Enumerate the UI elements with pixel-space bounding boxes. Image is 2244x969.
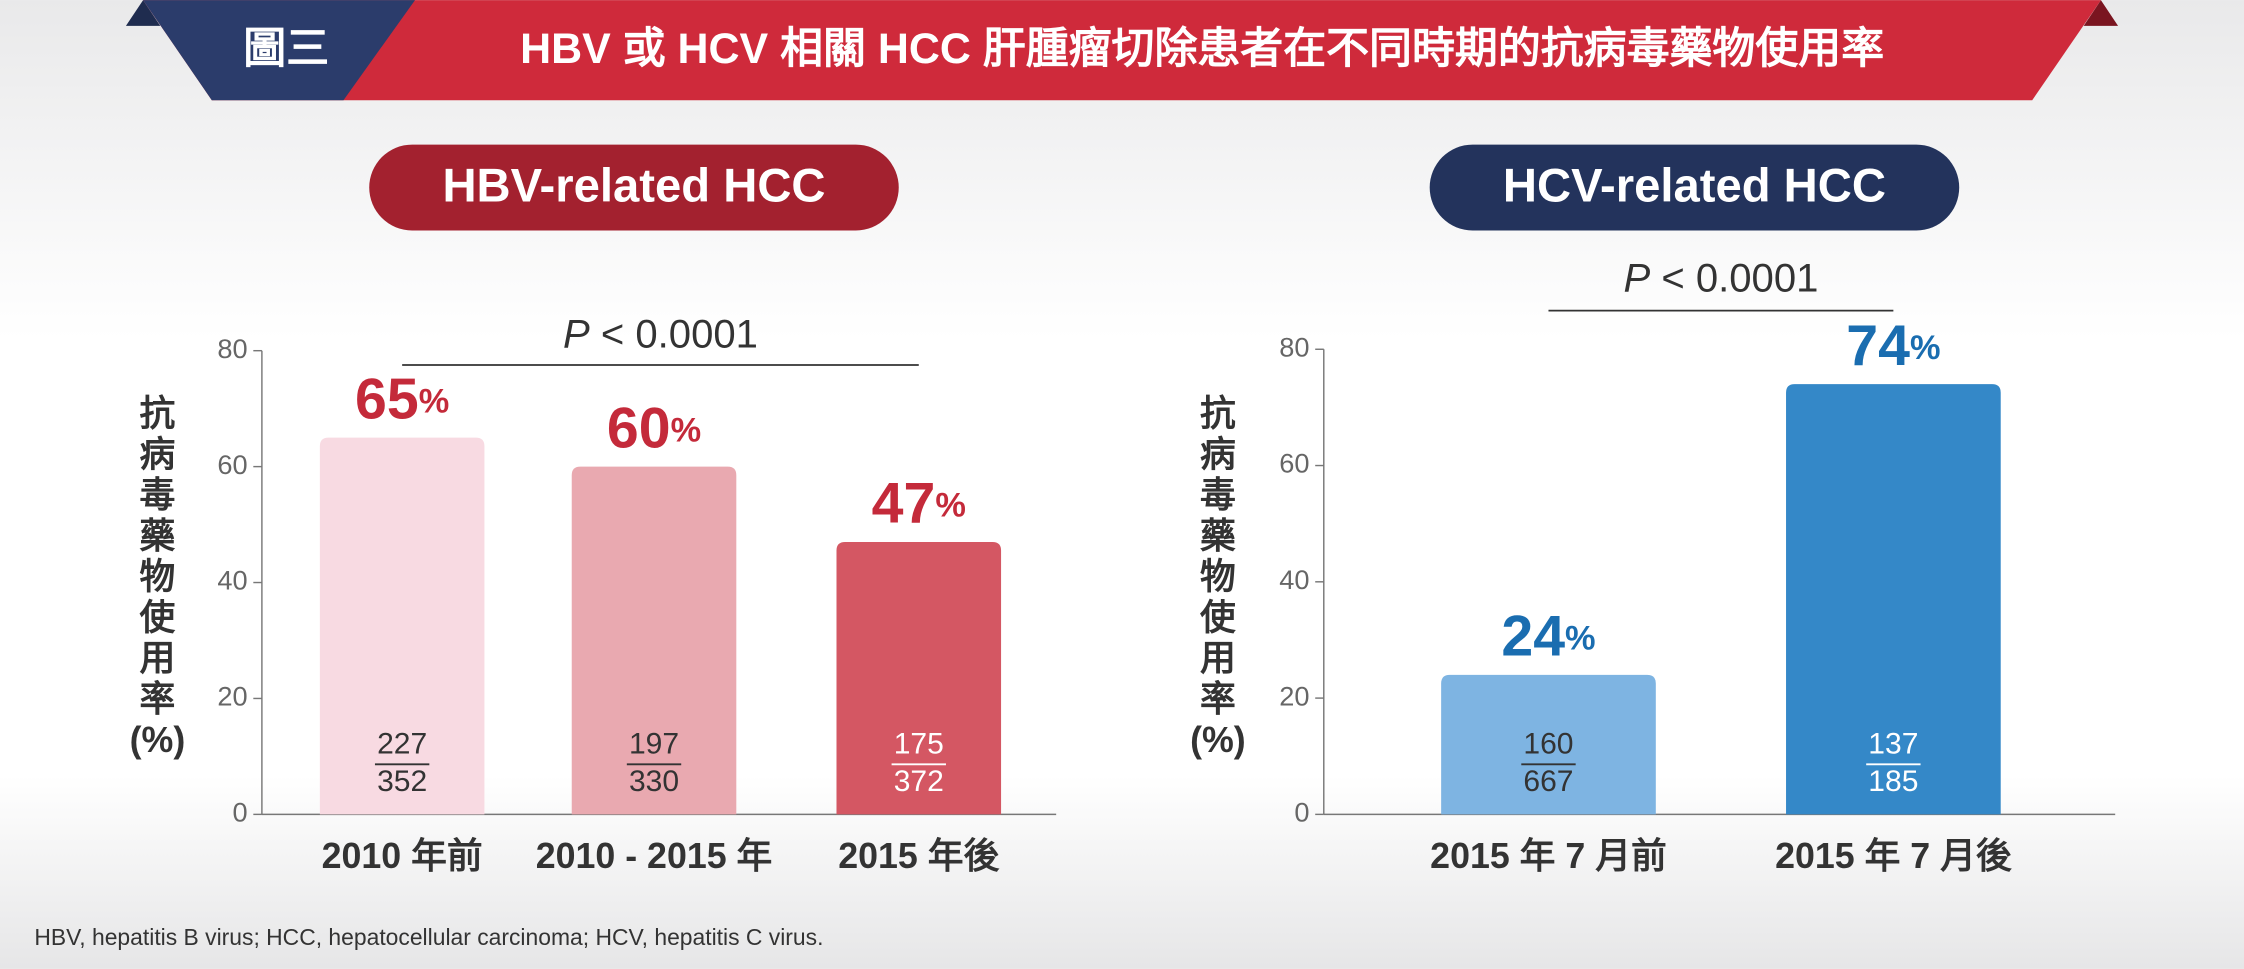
bar — [1786, 384, 2001, 815]
y-axis-label-part: 使 — [1200, 598, 1236, 638]
bar — [1441, 674, 1656, 815]
y-tick-label: 0 — [1294, 797, 1309, 828]
value-unit: % — [1565, 620, 1596, 658]
annotation-text: < 0.0001 — [590, 312, 758, 356]
annotation-symbol: P — [1623, 256, 1650, 300]
ribbon-fold — [125, 0, 161, 26]
value-unit: % — [1910, 329, 1941, 367]
y-tick-label: 40 — [1279, 564, 1309, 595]
header-band — [143, 0, 2101, 101]
bar — [571, 466, 737, 815]
chart-title: HBV-related HCC — [442, 159, 825, 212]
significance-annotation: P < 0.0001 — [1623, 256, 1818, 300]
annotation-text: < 0.0001 — [1650, 256, 1818, 300]
value-number: 24 — [1501, 605, 1565, 669]
y-axis-label-part: 毒 — [140, 476, 176, 516]
value-label: 47% — [872, 472, 966, 536]
x-tick-label: 2015 年 7 月前 — [1430, 836, 1667, 876]
y-tick-label: 0 — [232, 797, 247, 828]
y-axis-label-part: 藥 — [1200, 516, 1236, 556]
value-label: 74% — [1846, 314, 1940, 378]
value-number: 60 — [607, 396, 671, 460]
x-tick-label: 2015 年 7 月後 — [1775, 836, 2013, 876]
y-axis-label-part: 率 — [1200, 679, 1236, 719]
value-unit: % — [935, 487, 966, 525]
y-axis-label: 抗病毒藥物使用率(%) — [130, 394, 186, 760]
y-axis-label: 抗病毒藥物使用率(%) — [1190, 394, 1246, 760]
ribbon-fold — [2083, 0, 2119, 26]
bar — [319, 437, 485, 815]
x-tick-label: 2010 年前 — [322, 836, 483, 876]
y-tick-label: 20 — [1279, 680, 1309, 711]
fraction-numerator: 160 — [1523, 728, 1573, 761]
fraction-numerator: 227 — [377, 728, 427, 761]
chart-title: HCV-related HCC — [1503, 159, 1886, 212]
fraction-denominator: 330 — [629, 765, 679, 798]
fraction-numerator: 197 — [629, 728, 679, 761]
y-axis-label-part: 病 — [1200, 435, 1236, 475]
significance-annotation: P < 0.0001 — [563, 312, 758, 356]
chart-title-pill — [369, 144, 899, 231]
fraction-numerator: 175 — [894, 728, 944, 761]
y-tick-label: 80 — [217, 333, 247, 364]
fraction-denominator: 372 — [894, 765, 944, 798]
y-axis-label-part: 物 — [140, 557, 176, 597]
value-label: 24% — [1501, 605, 1595, 669]
value-number: 74 — [1846, 314, 1910, 378]
value-label: 60% — [607, 396, 701, 460]
y-axis-label-part: 藥 — [140, 516, 176, 556]
y-axis-label-part: 率 — [140, 679, 176, 719]
y-tick-label: 60 — [217, 449, 247, 480]
y-axis-label-part: 物 — [1200, 557, 1236, 597]
footnote: HBV, hepatitis B virus; HCC, hepatocellu… — [34, 924, 823, 950]
fraction-denominator: 185 — [1868, 765, 1918, 798]
y-axis-label-part: 毒 — [1200, 476, 1236, 516]
y-axis-label-part: 用 — [140, 639, 176, 679]
y-axis-label-part: 使 — [140, 598, 176, 638]
value-number: 47 — [872, 472, 936, 536]
y-tick-label: 60 — [1279, 448, 1309, 479]
y-axis-label-part: 病 — [140, 435, 176, 475]
y-axis-label-part: (%) — [130, 720, 186, 760]
fraction-denominator: 667 — [1523, 765, 1573, 798]
figure-label: 圖三 — [243, 25, 329, 73]
fraction-denominator: 352 — [377, 765, 427, 798]
y-axis-label-part: 抗 — [140, 394, 176, 434]
y-tick-label: 40 — [217, 565, 247, 596]
annotation-symbol: P — [563, 312, 590, 356]
x-tick-label: 2015 年後 — [838, 836, 1000, 876]
chart-title-pill — [1429, 144, 1960, 231]
y-axis-label-part: 用 — [1200, 639, 1236, 679]
bar — [836, 541, 1002, 815]
x-tick-label: 2010 - 2015 年 — [536, 836, 773, 876]
value-label: 65% — [355, 367, 449, 431]
value-number: 65 — [355, 367, 419, 431]
value-unit: % — [671, 411, 702, 449]
y-axis-label-part: 抗 — [1200, 394, 1236, 434]
fraction-numerator: 137 — [1868, 728, 1918, 761]
value-unit: % — [419, 382, 450, 420]
figure-title: HBV 或 HCV 相關 HCC 肝腫瘤切除患者在不同時期的抗病毒藥物使用率 — [520, 25, 1884, 73]
y-axis-label-part: (%) — [1190, 720, 1246, 760]
y-tick-label: 20 — [217, 681, 247, 712]
header-label-band — [143, 0, 416, 101]
y-tick-label: 80 — [1279, 331, 1309, 362]
